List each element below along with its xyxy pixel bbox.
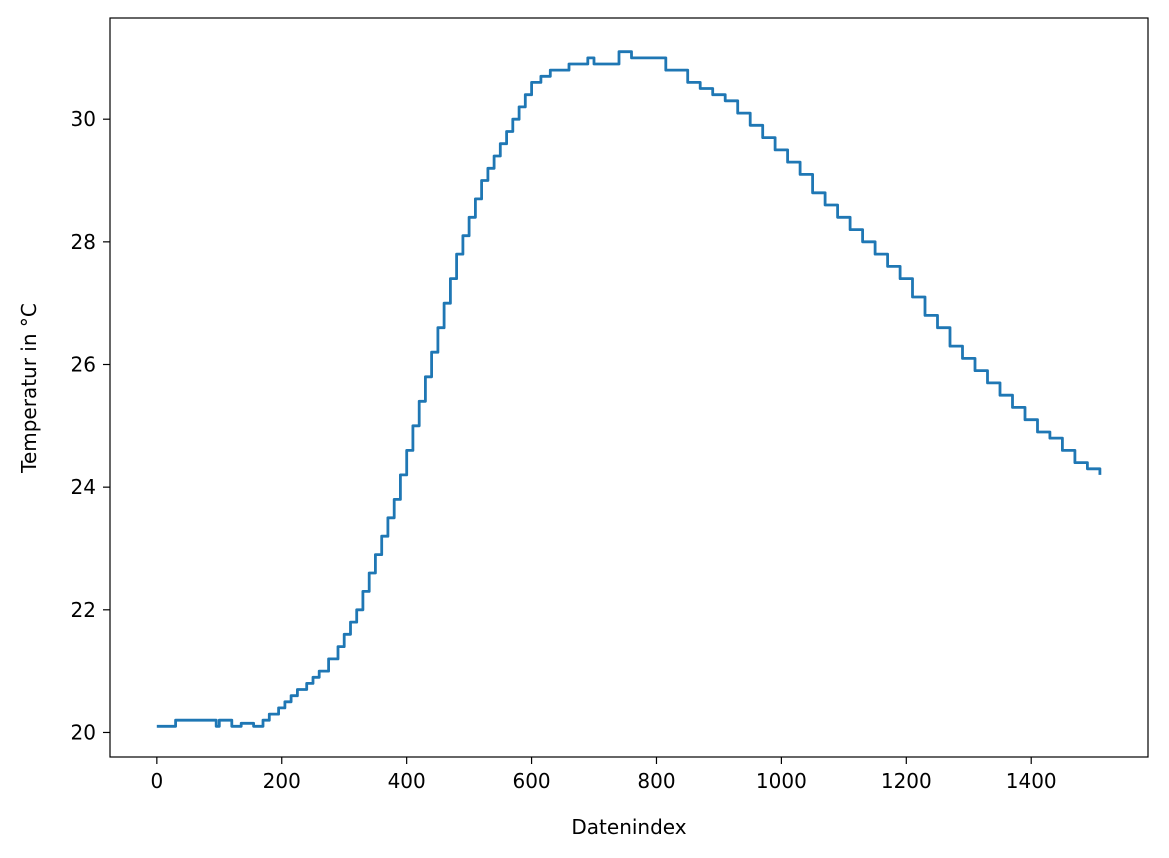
- y-tick-label: 20: [71, 720, 96, 744]
- y-tick-label: 24: [71, 475, 96, 499]
- y-tick-label: 30: [71, 107, 96, 131]
- x-tick-label: 1200: [881, 769, 932, 793]
- x-tick-label: 800: [637, 769, 675, 793]
- plot-area: [110, 18, 1148, 757]
- y-tick-label: 22: [71, 598, 96, 622]
- series-line-0: [156, 50, 1102, 728]
- y-tick-label: 28: [71, 230, 96, 254]
- x-tick-label: 400: [388, 769, 426, 793]
- data-series: [156, 50, 1102, 728]
- x-axis: 0 200 400 600 800 1000 1200 1400: [150, 757, 1057, 793]
- x-axis-label: Datenindex: [571, 815, 686, 839]
- plot-frame: [109, 17, 1149, 758]
- x-tick-label: 0: [150, 769, 163, 793]
- y-tick-label: 26: [71, 353, 96, 377]
- x-tick-label: 600: [512, 769, 550, 793]
- x-tick-label: 1000: [756, 769, 807, 793]
- x-tick-label: 1400: [1006, 769, 1057, 793]
- y-axis-label: Temperatur in °C: [17, 303, 41, 474]
- x-tick-label: 200: [263, 769, 301, 793]
- y-axis: 20 22 24 26 28 30: [71, 107, 110, 744]
